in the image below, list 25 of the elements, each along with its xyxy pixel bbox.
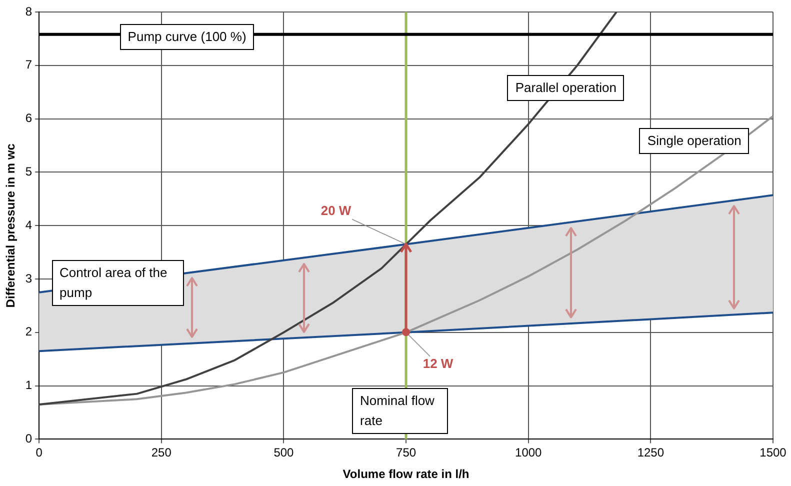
- y-tick-label: 4: [25, 218, 32, 232]
- x-tick-label: 0: [36, 446, 43, 460]
- x-tick-label: 750: [396, 446, 416, 460]
- series-label: Pump curve (100 %): [120, 24, 254, 50]
- series-label: Single operation: [639, 128, 750, 154]
- ref-line-label: Nominal flow rate: [352, 388, 448, 434]
- x-tick-label: 1000: [515, 446, 542, 460]
- y-tick-label: 1: [25, 378, 32, 392]
- y-tick-label: 6: [25, 111, 32, 126]
- y-tick-label: 2: [25, 324, 32, 339]
- x-tick-label: 1500: [760, 446, 787, 460]
- annotation: Control area of the pump: [52, 260, 184, 306]
- y-axis-title: Differential pressure in m wc: [4, 143, 18, 308]
- y-tick-label: 3: [25, 271, 32, 286]
- y-tick-label: 0: [25, 432, 32, 446]
- series-label: Parallel operation: [507, 74, 624, 101]
- x-tick-label: 1250: [637, 446, 664, 460]
- x-axis-title: Volume flow rate in l/h: [342, 467, 470, 482]
- annotation: 12 W: [422, 356, 454, 371]
- annotation: 20 W: [320, 202, 352, 218]
- x-tick-label: 500: [274, 446, 294, 460]
- y-tick-label: 8: [25, 4, 32, 18]
- x-tick-label: 250: [151, 446, 172, 460]
- y-tick-label: 7: [25, 58, 32, 72]
- y-tick-label: 5: [25, 164, 32, 179]
